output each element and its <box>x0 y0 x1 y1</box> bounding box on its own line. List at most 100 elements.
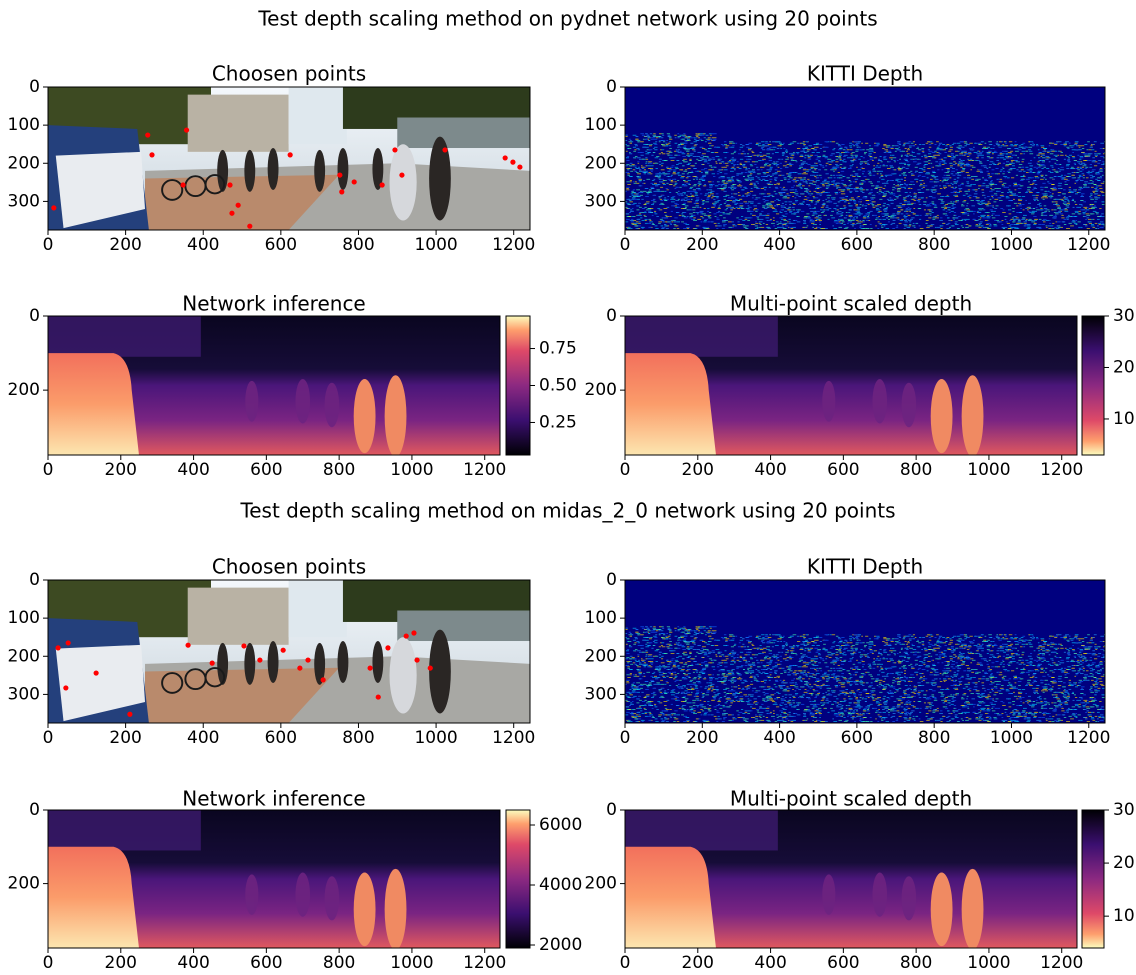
chosen-point <box>392 147 397 152</box>
panel-title: KITTI Depth <box>807 555 923 579</box>
chosen-point <box>404 633 409 638</box>
x-tick-label: 1000 <box>390 460 433 480</box>
colorbar <box>1082 316 1104 455</box>
depth-image <box>48 316 500 457</box>
panel-title: Choosen points <box>212 62 366 86</box>
chosen-point <box>66 640 71 645</box>
panel-title: Network inference <box>182 292 366 316</box>
y-tick-label: 100 <box>585 115 617 135</box>
chosen-point <box>380 182 385 187</box>
x-tick-label: 1000 <box>990 235 1033 255</box>
x-tick-label: 1000 <box>967 460 1010 480</box>
x-tick-label: 200 <box>682 460 714 480</box>
x-tick-label: 800 <box>342 235 374 255</box>
y-tick-label: 0 <box>29 306 40 326</box>
depth-image <box>625 316 1077 457</box>
y-tick-label: 300 <box>585 191 617 211</box>
suptitle: Test depth scaling method on pydnet netw… <box>257 7 877 31</box>
chosen-point <box>247 224 252 229</box>
y-tick-label: 200 <box>585 153 617 173</box>
chosen-point <box>428 665 433 670</box>
chosen-point <box>184 127 189 132</box>
chosen-point <box>414 657 419 662</box>
x-tick-label: 400 <box>187 235 219 255</box>
y-tick-label: 200 <box>8 380 40 400</box>
chosen-point <box>385 645 390 650</box>
x-tick-label: 400 <box>177 460 209 480</box>
chosen-point <box>517 164 522 169</box>
colorbar-tick-label: 0.25 <box>539 412 577 432</box>
colorbar-tick-label: 10 <box>1113 409 1135 429</box>
x-tick-label: 800 <box>342 728 374 748</box>
chosen-point <box>185 643 190 648</box>
panel-title: Choosen points <box>212 555 366 579</box>
y-tick-label: 200 <box>8 153 40 173</box>
x-tick-label: 1200 <box>492 235 535 255</box>
x-tick-label: 1200 <box>1067 235 1110 255</box>
chosen-point <box>305 657 310 662</box>
x-tick-label: 400 <box>763 728 795 748</box>
chosen-point <box>94 670 99 675</box>
x-tick-label: 400 <box>187 728 219 748</box>
y-tick-label: 200 <box>8 646 40 666</box>
chosen-point <box>288 152 293 157</box>
x-tick-label: 200 <box>105 460 137 480</box>
chosen-point <box>145 132 150 137</box>
colorbar <box>506 316 530 455</box>
x-tick-label: 400 <box>754 460 786 480</box>
depth-image <box>625 87 1108 230</box>
x-tick-label: 600 <box>841 728 873 748</box>
chosen-point <box>337 172 342 177</box>
x-tick-label: 1200 <box>1040 460 1083 480</box>
chosen-point <box>236 203 241 208</box>
panel-title: Multi-point scaled depth <box>730 292 972 316</box>
x-tick-label: 200 <box>109 728 141 748</box>
x-tick-label: 400 <box>763 235 795 255</box>
colorbar-tick-label: 0.50 <box>539 376 577 396</box>
chosen-point <box>411 630 416 635</box>
x-tick-label: 1200 <box>492 728 535 748</box>
y-tick-label: 100 <box>8 608 40 628</box>
chosen-point <box>510 160 515 165</box>
x-tick-label: 1000 <box>414 235 457 255</box>
chosen-point <box>442 147 447 152</box>
x-tick-label: 200 <box>686 235 718 255</box>
chosen-point <box>376 694 381 699</box>
x-tick-label: 1200 <box>463 460 506 480</box>
x-tick-label: 600 <box>827 460 859 480</box>
x-tick-label: 0 <box>620 728 631 748</box>
chosen-point <box>399 172 404 177</box>
colorbar-tick-label: 20 <box>1113 357 1135 377</box>
chosen-point <box>241 643 246 648</box>
x-tick-label: 0 <box>620 460 631 480</box>
x-tick-label: 800 <box>918 728 950 748</box>
x-tick-label: 600 <box>841 235 873 255</box>
chosen-point <box>339 189 344 194</box>
panel-title: KITTI Depth <box>807 62 923 86</box>
chosen-point <box>503 155 508 160</box>
x-tick-label: 0 <box>43 460 54 480</box>
chosen-point <box>321 677 326 682</box>
x-tick-label: 600 <box>265 235 297 255</box>
chosen-point <box>281 648 286 653</box>
x-tick-label: 800 <box>918 235 950 255</box>
y-tick-label: 0 <box>606 306 617 326</box>
chosen-point <box>210 661 215 666</box>
x-tick-label: 200 <box>686 728 718 748</box>
chosen-point <box>227 182 232 187</box>
x-tick-label: 0 <box>43 728 54 748</box>
chosen-point <box>180 182 185 187</box>
chosen-point <box>63 685 68 690</box>
photo <box>48 580 530 723</box>
y-tick-label: 0 <box>29 77 40 97</box>
x-tick-label: 200 <box>109 235 141 255</box>
x-tick-label: 800 <box>900 460 932 480</box>
y-tick-label: 0 <box>29 570 40 590</box>
chosen-point <box>368 665 373 670</box>
x-tick-label: 1000 <box>414 728 457 748</box>
y-tick-label: 200 <box>585 380 617 400</box>
depth-image <box>625 580 1108 723</box>
colorbar-tick-label: 0.75 <box>539 339 577 359</box>
chosen-point <box>229 211 234 216</box>
